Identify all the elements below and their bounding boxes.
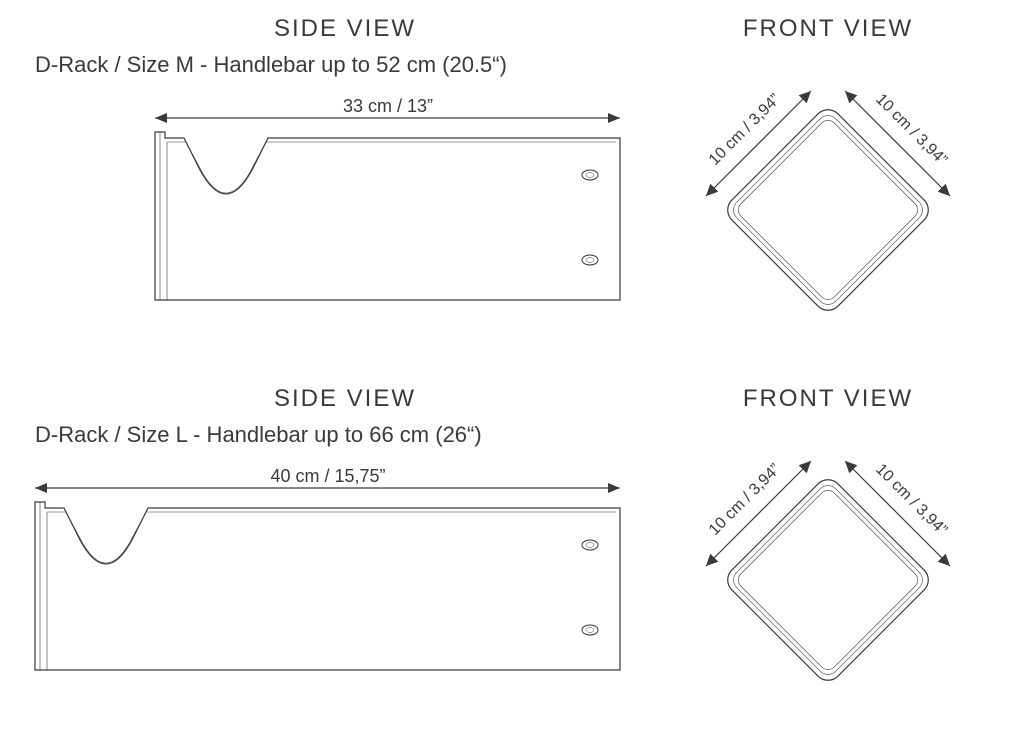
sizeL-side-view-drawing bbox=[35, 502, 620, 670]
sizeM-subtitle: D-Rack / Size M - Handlebar up to 52 cm … bbox=[35, 52, 507, 77]
sizeM-front-view-drawing: 10 cm / 3,94” 10 cm / 3,94” bbox=[706, 91, 950, 316]
sizeM-side-view-drawing bbox=[155, 132, 620, 300]
sizeM-front-view-title: FRONT VIEW bbox=[743, 15, 913, 42]
sizeL-length-label: 40 cm / 15,75” bbox=[270, 466, 385, 486]
sizeL-front-view-drawing: 10 cm / 3,94” 10 cm / 3,94” bbox=[706, 461, 950, 686]
sizeL-side-view-title: SIDE VIEW bbox=[274, 385, 416, 412]
sizeL-front-view-title: FRONT VIEW bbox=[743, 385, 913, 412]
sizeM-length-label: 33 cm / 13” bbox=[343, 96, 433, 116]
sizeL-subtitle: D-Rack / Size L - Handlebar up to 66 cm … bbox=[35, 422, 482, 447]
sizeM-side-view-title: SIDE VIEW bbox=[274, 15, 416, 42]
